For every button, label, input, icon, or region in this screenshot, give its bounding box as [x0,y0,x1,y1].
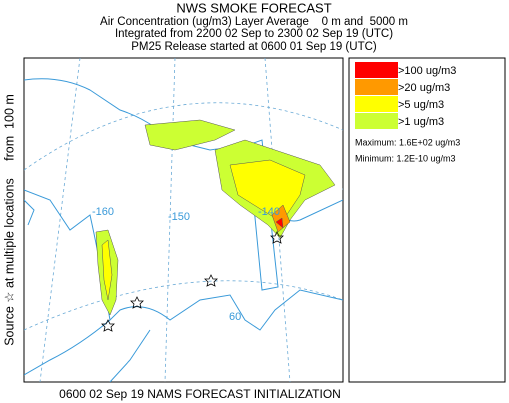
legend-swatch [355,113,398,129]
graticule [24,58,343,382]
map: -160 -150 -140 -130 60 [23,57,364,383]
legend-swatch [355,79,398,95]
graticule-label: -140 [258,206,280,218]
legend-label: >20 ug/m3 [398,82,450,94]
graticule-label: -150 [168,211,190,223]
legend-swatch [355,96,398,112]
subtitle: Air Concentration (ug/m3) Layer Average … [100,16,408,28]
graticule-label: -130 [342,183,364,195]
legend-minimum: Minimum: 1.2E-10 ug/m3 [355,153,456,163]
coastline [24,78,343,382]
legend-label: >5 ug/m3 [398,99,444,111]
legend-label: >100 ug/m3 [398,65,456,77]
legend-label: >1 ug/m3 [398,116,444,128]
legend-maximum: Maximum: 1.6E+02 ug/m3 [355,137,460,147]
graticule-label: 60 [229,311,241,323]
graticule-label: -160 [92,206,114,218]
side-label: Source ☆ at multiple locations from 100 … [2,94,16,346]
subtitle: Integrated from 2200 02 Sep to 2300 02 S… [115,28,393,40]
subtitle: PM25 Release started at 0600 01 Sep 19 (… [131,41,377,53]
smoke-plume [95,119,336,316]
title: NWS SMOKE FORECAST [176,0,331,15]
footer: 0600 02 Sep 19 NAMS FORECAST INITIALIZAT… [59,387,341,401]
legend-swatch [355,62,398,78]
source-markers [101,231,284,332]
